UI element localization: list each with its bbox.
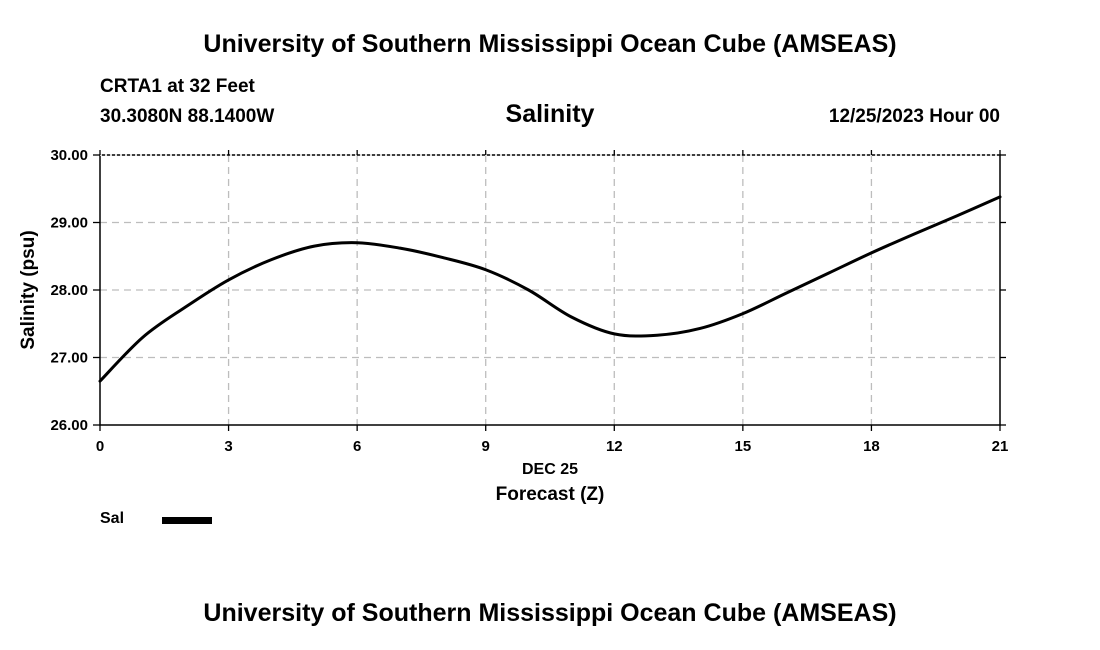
x-tick-label: 6 <box>353 438 361 455</box>
x-tick-label: 12 <box>606 438 623 455</box>
y-tick-label: 27.00 <box>50 350 88 367</box>
coordinates-label: 30.3080N 88.1400W <box>100 106 275 127</box>
x-tick-label: 9 <box>482 438 490 455</box>
x-tick-label: 3 <box>224 438 232 455</box>
y-axis-label: Salinity (psu) <box>18 230 39 349</box>
legend-label: Sal <box>100 510 125 527</box>
x-axis-label: Forecast (Z) <box>496 484 605 505</box>
page-title: University of Southern Mississippi Ocean… <box>203 30 897 58</box>
station-label: CRTA1 at 32 Feet <box>100 76 255 97</box>
y-tick-label: 29.00 <box>50 215 88 232</box>
grid <box>100 155 1000 425</box>
y-tick-label: 26.00 <box>50 417 88 434</box>
x-axis-date-label: DEC 25 <box>522 461 578 478</box>
x-tick-label: 0 <box>96 438 104 455</box>
footer-title: University of Southern Mississippi Ocean… <box>203 599 897 627</box>
series-line-sal <box>98 195 1002 383</box>
chart-title: Salinity <box>505 100 595 128</box>
datetime-label: 12/25/2023 Hour 00 <box>828 106 1000 127</box>
x-tick-label: 15 <box>735 438 752 455</box>
x-tick-label: 21 <box>992 438 1009 455</box>
x-tick-label: 18 <box>863 438 880 455</box>
y-tick-label: 28.00 <box>50 282 88 299</box>
legend-line-swatch <box>162 517 212 524</box>
y-tick-label: 30.00 <box>50 147 88 164</box>
axis-ticks: 0 3 6 9 12 15 18 21 26.00 27.00 28.00 29.00 30.00 <box>50 147 1008 455</box>
series-layer <box>98 195 1002 383</box>
